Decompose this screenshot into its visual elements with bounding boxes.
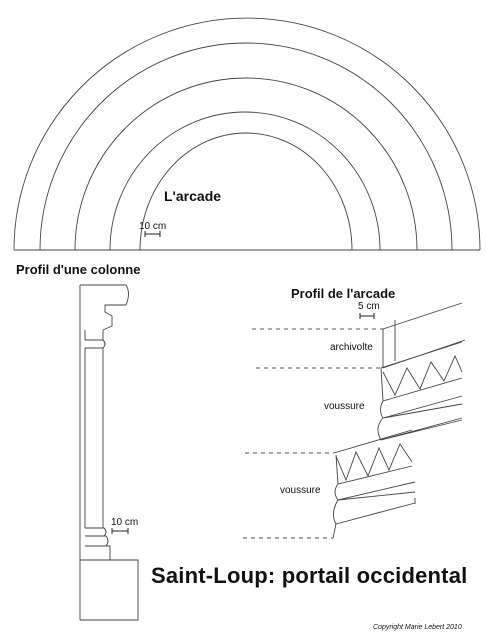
profile-scale-label: 5 cm xyxy=(358,301,380,312)
page-title: Saint-Loup: portail occidental xyxy=(151,563,468,588)
profile-dash-lines xyxy=(243,328,383,539)
column-capital xyxy=(80,284,129,331)
profile-chevrons-2 xyxy=(335,443,413,482)
arcade-drawing xyxy=(13,17,481,251)
profile-voussure-2 xyxy=(333,429,413,485)
profile-archivolte xyxy=(382,302,466,369)
column-plinth xyxy=(80,559,139,621)
column-scale-bar xyxy=(111,528,129,534)
profile-voussure-1 xyxy=(380,341,463,402)
profile-voussure-1-mouldings xyxy=(377,395,463,441)
copyright-notice: Copyright Marie Lebert 2010 xyxy=(373,624,462,631)
archivolte-label: archivolte xyxy=(330,342,373,353)
profile-voussure-2-mouldings xyxy=(332,481,416,539)
voussure-outer-arch-line xyxy=(74,77,418,251)
voussure-label-upper: voussure xyxy=(324,401,365,412)
profile-scale-bar xyxy=(359,313,375,319)
column-base-mouldings xyxy=(85,527,111,561)
profile-chevrons-1 xyxy=(382,354,463,397)
arcade-profile-heading: Profil de l'arcade xyxy=(291,286,396,301)
arcade-profile-drawing xyxy=(243,302,466,539)
outer-arch-line xyxy=(13,17,481,251)
arcade-scale-label: 10 cm xyxy=(139,221,167,232)
inner-arch-line xyxy=(139,132,353,251)
arcade-label: L'arcade xyxy=(164,188,222,204)
voussure-middle-arch-line xyxy=(109,111,381,251)
column-profile-drawing xyxy=(79,284,139,621)
column-astragal xyxy=(85,339,106,349)
arcade-scale-bar xyxy=(144,231,161,237)
archivolte-arch-line xyxy=(39,42,453,251)
column-scale-label: 10 cm xyxy=(111,517,139,528)
column-profile-heading: Profil d'une colonne xyxy=(16,262,141,277)
voussure-label-lower: voussure xyxy=(280,485,321,496)
